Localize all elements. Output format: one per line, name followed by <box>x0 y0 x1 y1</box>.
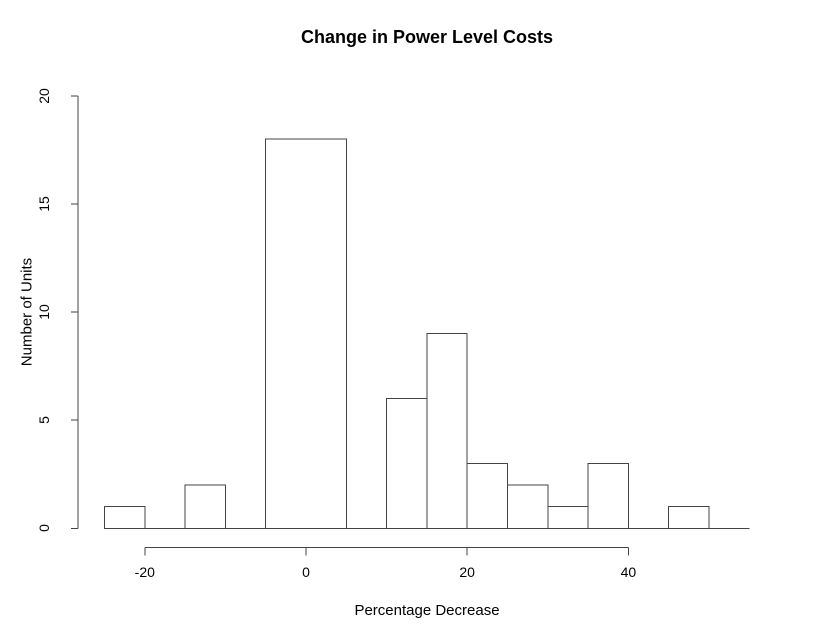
chart-title: Change in Power Level Costs <box>300 27 554 47</box>
histogram-bar <box>466 462 509 529</box>
histogram-bar <box>507 484 549 529</box>
y-tick-label: 10 <box>36 304 52 320</box>
y-tick-label: 20 <box>36 88 52 104</box>
y-tick-label: 5 <box>36 416 52 425</box>
histogram-bar <box>265 138 347 529</box>
histogram-bar <box>104 506 146 529</box>
histogram-bar <box>426 333 468 529</box>
x-tick-label: -20 <box>134 564 155 580</box>
x-tick-label: 0 <box>302 564 310 580</box>
y-tick-label: 15 <box>36 196 52 212</box>
x-tick-label: 20 <box>459 564 475 580</box>
histogram-bar <box>668 506 710 529</box>
histogram-bar <box>184 484 226 529</box>
y-tick-label: 0 <box>36 524 52 533</box>
x-tick-label: 40 <box>620 564 637 580</box>
histogram-bar <box>547 506 589 529</box>
histogram-bar <box>386 398 428 529</box>
x-axis-title: Percentage Decrease <box>354 602 500 619</box>
histogram-bar <box>587 462 629 529</box>
